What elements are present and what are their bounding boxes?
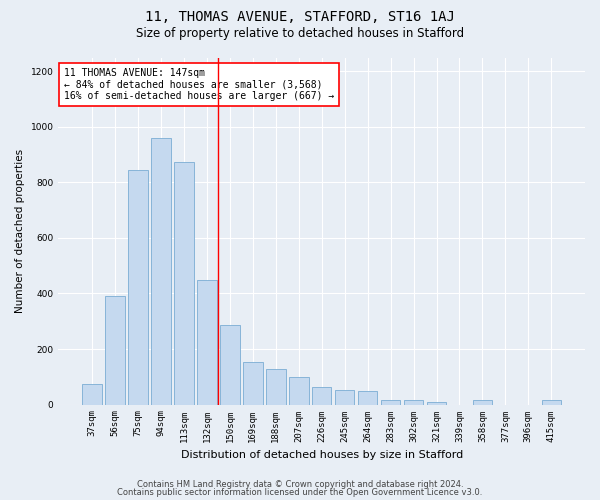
Bar xyxy=(174,162,194,404)
Bar xyxy=(151,138,171,404)
Text: 11 THOMAS AVENUE: 147sqm
← 84% of detached houses are smaller (3,568)
16% of sem: 11 THOMAS AVENUE: 147sqm ← 84% of detach… xyxy=(64,68,334,101)
Bar xyxy=(106,296,125,405)
Text: Contains HM Land Registry data © Crown copyright and database right 2024.: Contains HM Land Registry data © Crown c… xyxy=(137,480,463,489)
Bar xyxy=(197,280,217,404)
Bar xyxy=(312,386,331,404)
Bar xyxy=(381,400,400,404)
Text: 11, THOMAS AVENUE, STAFFORD, ST16 1AJ: 11, THOMAS AVENUE, STAFFORD, ST16 1AJ xyxy=(145,10,455,24)
Text: Contains public sector information licensed under the Open Government Licence v3: Contains public sector information licen… xyxy=(118,488,482,497)
Bar xyxy=(266,369,286,404)
Bar xyxy=(427,402,446,404)
Bar xyxy=(542,400,561,404)
Text: Size of property relative to detached houses in Stafford: Size of property relative to detached ho… xyxy=(136,28,464,40)
Bar xyxy=(82,384,102,404)
Bar xyxy=(335,390,355,404)
Bar xyxy=(220,326,239,404)
X-axis label: Distribution of detached houses by size in Stafford: Distribution of detached houses by size … xyxy=(181,450,463,460)
Bar xyxy=(473,400,492,404)
Bar xyxy=(289,377,308,404)
Bar xyxy=(404,400,424,404)
Bar xyxy=(128,170,148,404)
Y-axis label: Number of detached properties: Number of detached properties xyxy=(15,149,25,313)
Bar xyxy=(243,362,263,405)
Bar xyxy=(358,391,377,404)
